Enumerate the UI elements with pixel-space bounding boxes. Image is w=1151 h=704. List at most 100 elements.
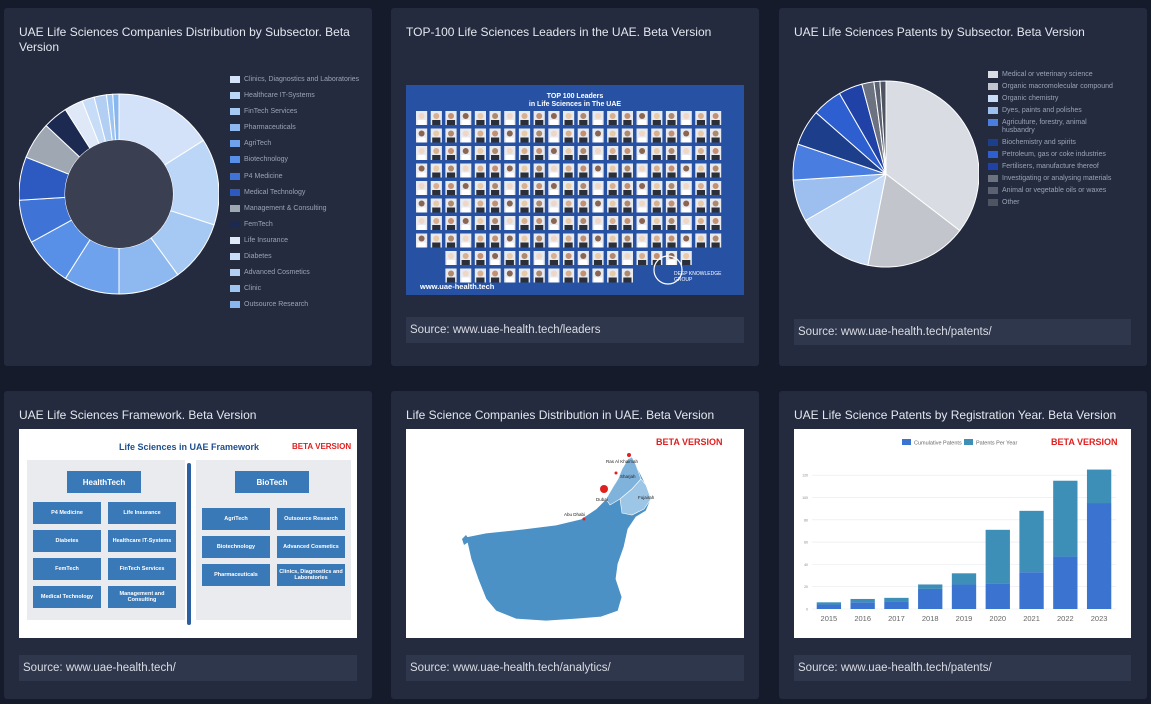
legend-item[interactable]: Animal or vegetable oils or waxes [988,187,1120,195]
uae-map-shape: Ras Al Khaimah Sharjah Dubai Fujairah Ab… [462,453,655,622]
legend-label: Pharmaceuticals [244,124,296,132]
pie-chart[interactable] [789,60,979,290]
bar-segment[interactable] [918,588,943,609]
pie-slice[interactable] [804,173,887,266]
leader-shoulders [417,120,426,125]
bar-segment[interactable] [816,604,842,609]
bar-segment[interactable] [1019,572,1044,609]
legend-label: Healthcare IT-Systems [244,92,315,100]
legend-item[interactable]: Investigating or analysing materials [988,175,1120,183]
leader-shoulders [608,155,617,160]
uae-map[interactable]: BETA VERSION Ras Al Khaimah Sharjah Duba… [406,429,744,638]
bar-segment[interactable] [1053,480,1078,557]
legend-item[interactable]: Medical Technology [230,188,359,197]
legend-item[interactable]: Biotechnology [230,156,359,164]
leader-face [433,148,440,154]
legend-item[interactable]: FemTech [230,220,359,229]
legend-label: Organic chemistry [1002,95,1059,102]
bar-segment[interactable] [1086,503,1112,609]
leader-shoulders [417,207,426,213]
bar-segment[interactable] [985,529,1010,584]
legend-label: Medical or veterinary science [1002,71,1093,78]
legend-item[interactable]: P4 Medicine [230,172,359,181]
legend-label: Diabetes [244,253,272,261]
bar-segment[interactable] [1086,469,1112,504]
legend-item[interactable]: Management & Consulting [230,204,359,213]
fw-item-p4-medicine: P4 Medicine [33,502,101,524]
pie-slice[interactable] [879,80,887,175]
legend-item[interactable]: Life Insurance [230,236,359,245]
leader-shoulders [667,225,676,230]
source-link[interactable]: Source: www.uae-health.tech/patents/ [794,655,1131,681]
legend-item[interactable]: AgriTech [230,140,359,148]
leader-face [639,130,646,137]
legend-item[interactable]: Advanced Cosmetics [230,269,359,277]
legend-item[interactable]: Biochemistry and spirits [988,139,1120,147]
leader-shoulders [682,120,691,125]
leader-shoulders [520,242,529,248]
bar-segment[interactable] [951,573,977,585]
bar-segment[interactable] [884,601,909,609]
bar-segment[interactable] [850,602,875,609]
leader-face [609,148,616,154]
bar-segment[interactable] [918,584,943,589]
legend-item[interactable]: Fertilisers, manufacture thereof [988,163,1120,171]
legend-item[interactable]: FinTech Services [230,108,359,116]
card-top-100-leaders: TOP-100 Life Sciences Leaders in the UAE… [391,8,759,366]
bar-segment[interactable] [1019,510,1044,573]
bar-segment[interactable] [850,598,875,603]
leader-face [448,270,454,277]
legend-item[interactable]: Healthcare IT-Systems [230,92,359,100]
legend-item[interactable]: Clinic [230,285,359,293]
leader-shoulders [696,155,705,160]
patents-bar-chart[interactable]: BETA VERSION 0 20 40 60 80 100 120 2015 2016 2017… [794,429,1131,638]
leader-face [492,200,499,207]
leader-face [609,165,616,172]
pie-slice[interactable] [867,173,961,268]
legend-item[interactable]: Petroleum, gas or coke industries [988,151,1120,159]
legend-swatch [230,172,240,180]
source-link[interactable]: Source: www.uae-health.tech/patents/ [794,319,1131,345]
legend-item[interactable]: Outsource Research [230,301,359,309]
leader-shoulders [535,137,544,143]
framework-diagram[interactable]: Life Sciences in UAE Framework BETA VERS… [19,429,357,638]
legend-item[interactable]: Dyes, paints and polishes [988,107,1120,115]
legend-swatch [230,156,240,164]
source-link[interactable]: Source: www.uae-health.tech/analytics/ [406,655,744,681]
leader-shoulders [667,260,676,265]
legend-item[interactable]: Pharmaceuticals [230,124,359,132]
bar-segment[interactable] [816,602,842,605]
leader-shoulders [652,155,661,160]
leaders-image[interactable]: TOP 100 Leaders in Life Sciences in The … [406,85,744,295]
bar-segment[interactable] [1053,556,1078,609]
leader-shoulders [652,120,661,125]
legend-item[interactable]: Agriculture, forestry, animal husbandry [988,119,1120,135]
leader-face [653,253,660,259]
leader-shoulders [505,277,514,283]
leader-face [506,235,513,242]
leaders-title: TOP 100 Leaders in Life Sciences in The … [406,93,744,109]
bar-segment[interactable] [884,597,909,602]
legend-item[interactable]: Organic chemistry [988,95,1120,103]
leader-face [609,113,616,119]
brain-logo-icon [653,255,683,285]
leader-shoulders [417,137,426,143]
beta-badge: BETA VERSION [292,442,352,451]
pie-slice[interactable] [885,80,979,232]
leader-shoulders [520,172,529,178]
legend-item[interactable]: Medical or veterinary science [988,71,1120,79]
legend-item[interactable]: Organic macromolecular compound [988,83,1120,91]
donut-chart[interactable] [19,64,219,324]
leader-face [668,130,675,137]
legend-item[interactable]: Clinics, Diagnostics and Laboratories [230,76,359,84]
legend-label[interactable]: Cumulative Patents [914,441,962,447]
legend-label[interactable]: Patents Per Year [976,441,1017,447]
legend-item[interactable]: Other [988,199,1120,207]
source-link[interactable]: Source: www.uae-health.tech/leaders [406,317,744,343]
source-link[interactable]: Source: www.uae-health.tech/ [19,655,357,681]
legend-item[interactable]: Diabetes [230,253,359,261]
map-label-sharjah: Sharjah [620,474,636,479]
bar-segment[interactable] [951,584,977,609]
bar-segment[interactable] [985,583,1010,609]
leader-shoulders [696,120,705,125]
